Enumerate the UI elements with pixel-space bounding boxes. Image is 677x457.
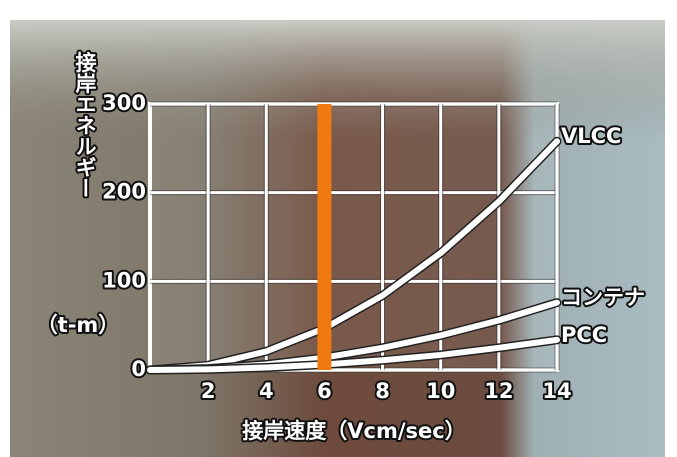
- series-label: VLCC: [561, 124, 621, 148]
- series-line: [147, 336, 560, 373]
- series-label: PCC: [561, 323, 607, 347]
- x-tick-label: 4: [259, 379, 274, 403]
- x-tick-label: 10: [426, 379, 455, 403]
- y-axis-label: 接岸エネルギー: [73, 52, 97, 199]
- plot-frame: [148, 102, 559, 372]
- y-axis-unit: （t-m）: [37, 313, 120, 337]
- x-tick-label: 14: [542, 379, 571, 403]
- x-axis-label: 接岸速度（Vcm/sec）: [242, 419, 465, 443]
- series-label: コンテナ: [561, 286, 645, 310]
- y-tick-label: 200: [102, 180, 146, 204]
- y-tick-label: 0: [131, 357, 146, 381]
- marker-line: [317, 104, 332, 370]
- y-tick-label: 100: [102, 268, 146, 292]
- x-tick-label: 8: [375, 379, 390, 403]
- x-tick-label: 2: [201, 379, 216, 403]
- y-tick-label: 300: [102, 91, 146, 115]
- x-tick-label: 6: [317, 379, 332, 403]
- series-line: [147, 138, 560, 373]
- x-tick-label: 12: [484, 379, 513, 403]
- plot: 0 100 200 300 2 4 6 8 10 12 14 VLCC コンテナ PCC: [100, 89, 647, 405]
